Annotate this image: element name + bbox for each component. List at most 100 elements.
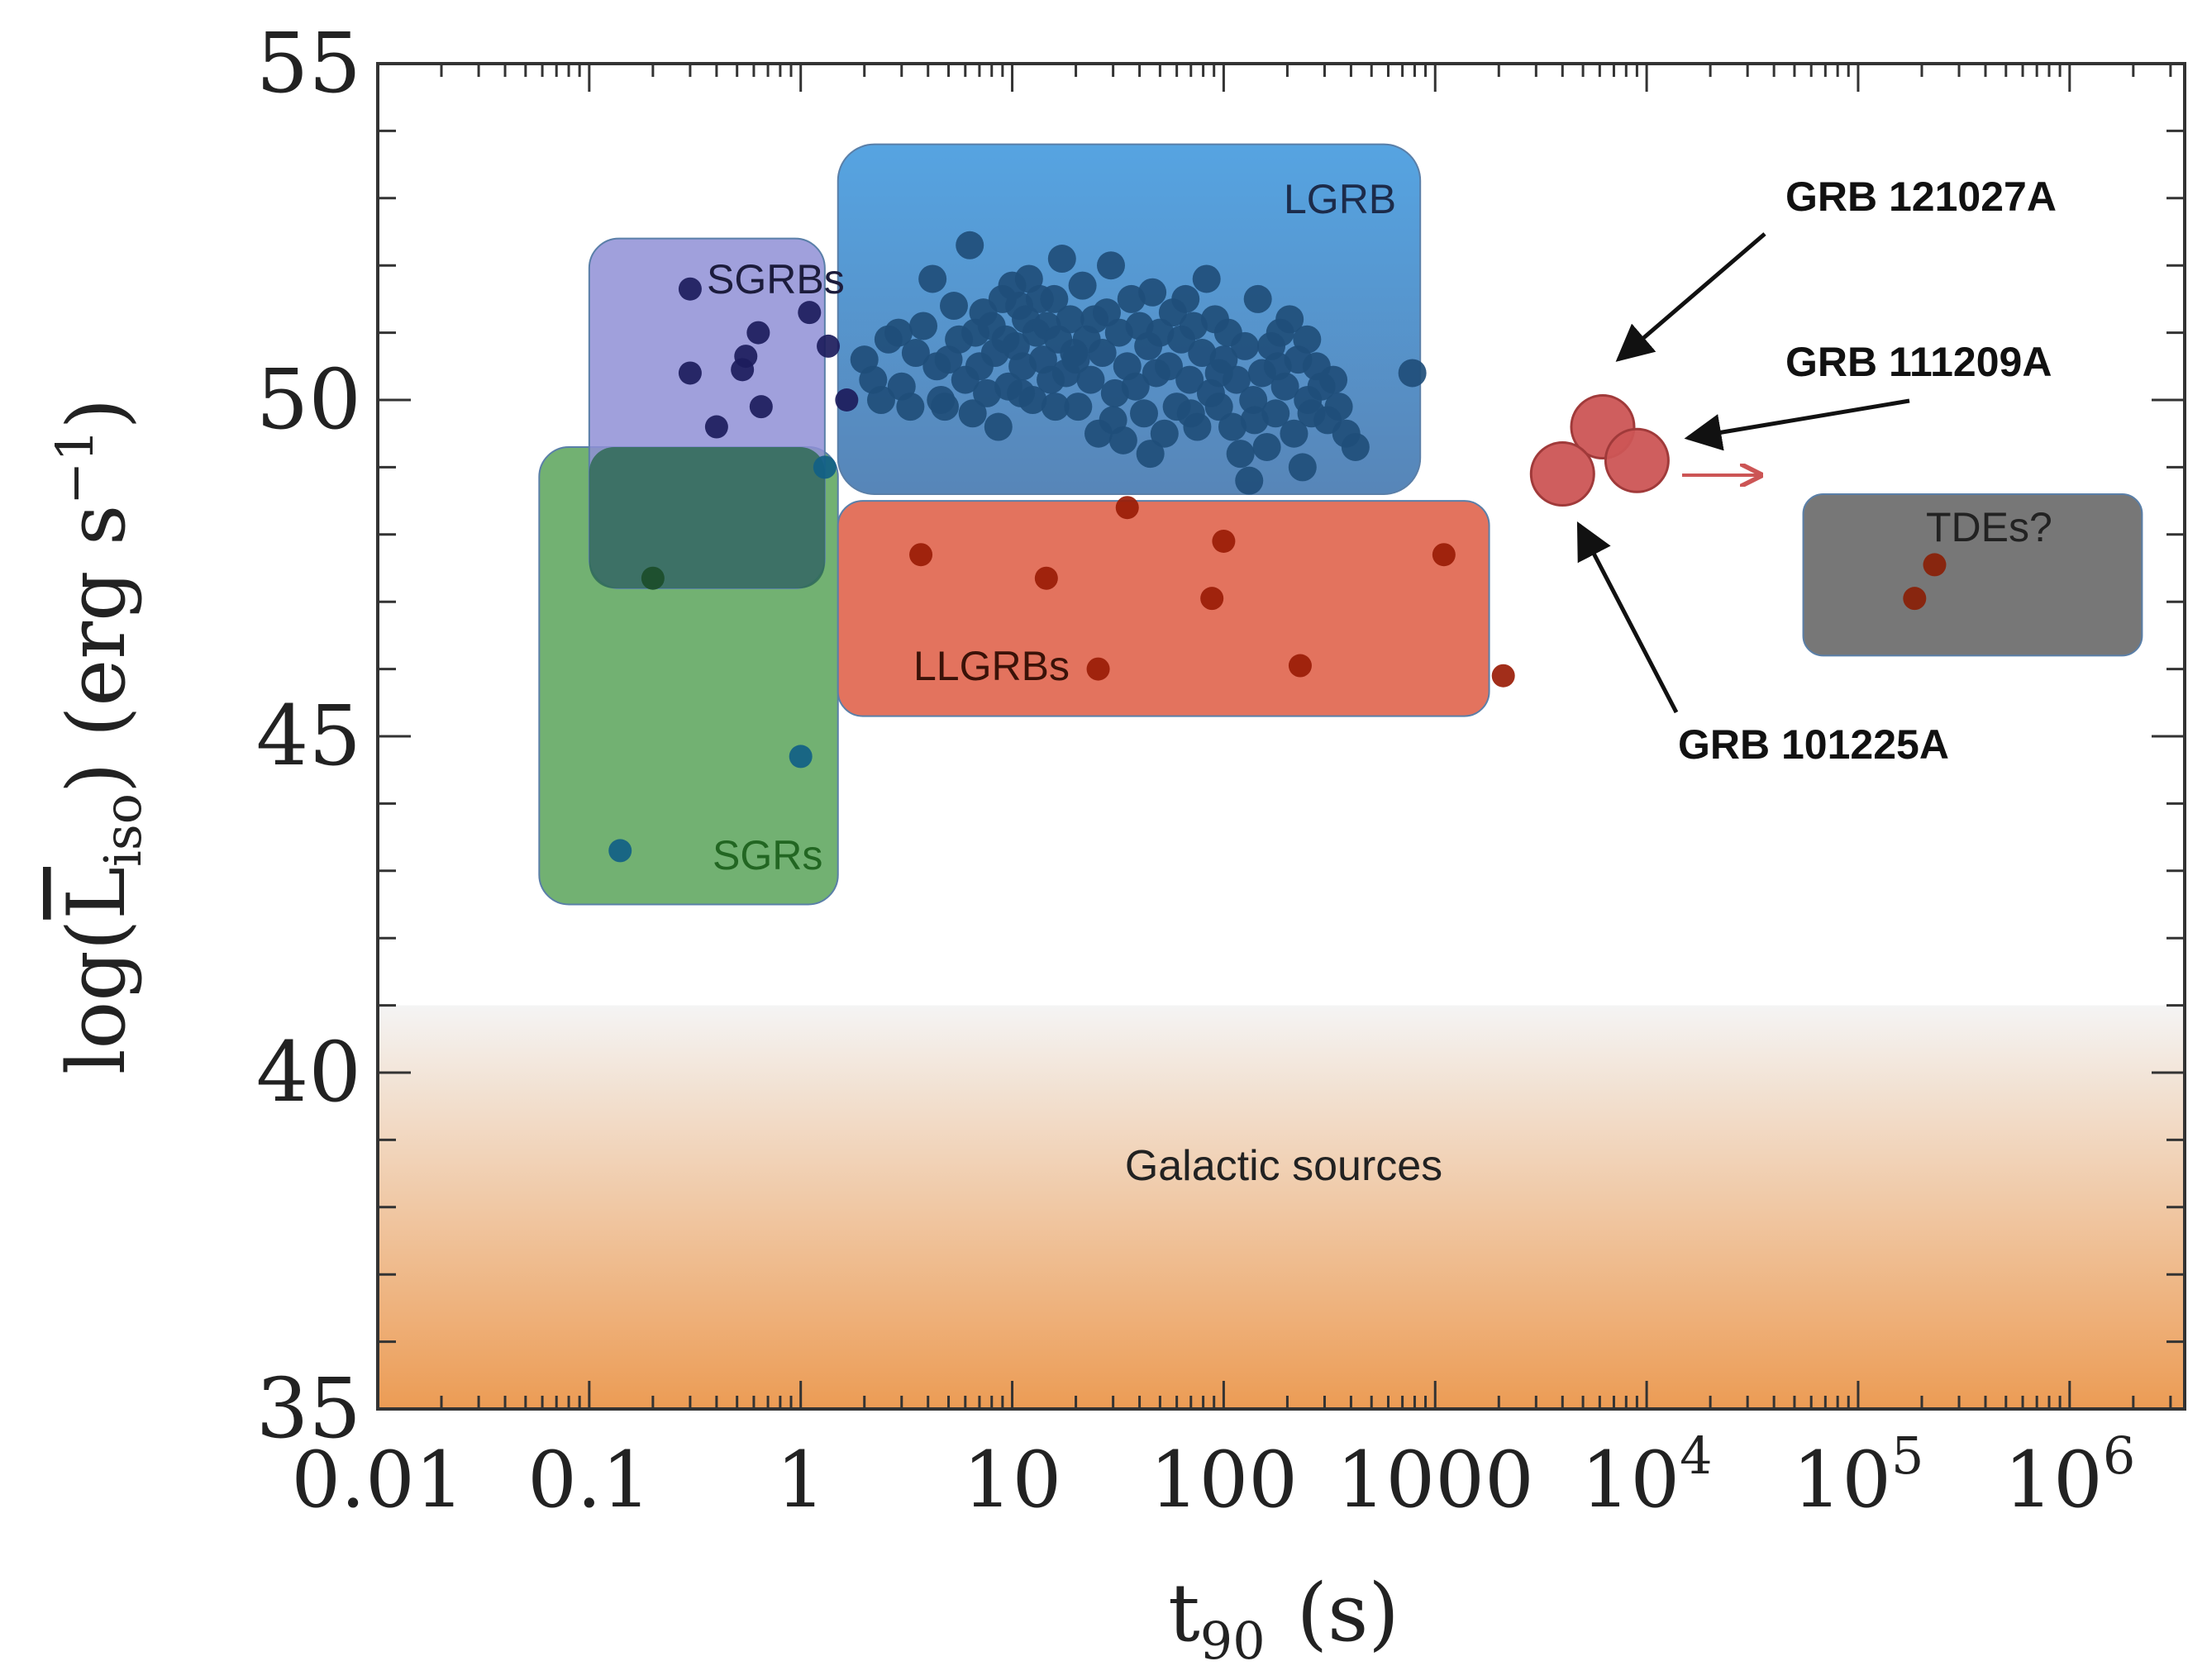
- region-tdes: [1802, 493, 2143, 657]
- point-lgrb: [1275, 305, 1304, 334]
- point-sgrbs: [704, 415, 728, 439]
- x-tick-label-base: 1000: [1337, 1435, 1534, 1525]
- point-lgrb: [973, 378, 1002, 407]
- point-lgrb: [1176, 399, 1205, 428]
- y-axis-label-exp: −1: [45, 429, 105, 504]
- point-lgrb: [918, 264, 947, 293]
- x-axis-label: t90 (s): [1168, 1567, 1399, 1671]
- point-llgrbs: [1200, 587, 1224, 611]
- point-lgrb: [1047, 245, 1076, 274]
- point-tdes: [1903, 587, 1927, 611]
- point-llgrbs: [1432, 543, 1456, 567]
- x-tick-label-base: 10: [2004, 1435, 2103, 1525]
- x-tick-label: 1: [776, 1435, 826, 1525]
- x-axis-label-unit: (s): [1297, 1567, 1399, 1659]
- point-lgrb: [1192, 264, 1221, 293]
- y-axis-label-unit: ) (erg s: [50, 505, 143, 793]
- point-lgrb: [1179, 312, 1208, 340]
- point-sgrbs: [746, 321, 770, 345]
- point-lgrb: [930, 393, 959, 421]
- point-lgrb: [1231, 331, 1260, 360]
- point-lgrb: [1096, 251, 1125, 280]
- ticks-layer: [376, 62, 2185, 1411]
- x-tick-label: 104: [1581, 1425, 1713, 1525]
- point-lgrb: [909, 312, 938, 340]
- point-lgrb: [984, 412, 1013, 441]
- x-tick-label-base: 10: [1792, 1435, 1891, 1525]
- point-grb-111209a: [1604, 427, 1670, 493]
- x-tick-label: 0.1: [527, 1435, 651, 1525]
- point-lgrb: [866, 386, 895, 414]
- point-lgrb: [956, 231, 984, 259]
- annotation-grb-101225a: GRB 101225A: [1678, 721, 1949, 768]
- point-lgrb: [901, 339, 930, 368]
- point-lgrb: [1064, 393, 1093, 421]
- point-lgrb: [1204, 393, 1233, 421]
- y-tick-label: 35: [256, 1360, 361, 1457]
- point-lgrb: [1239, 386, 1268, 414]
- point-sgrbs: [749, 395, 773, 419]
- point-lgrb: [1068, 271, 1097, 300]
- x-tick-label-base: 100: [1150, 1435, 1298, 1525]
- point-lgrb: [1154, 352, 1183, 381]
- point-lgrb: [1175, 365, 1204, 394]
- point-sgrbs: [835, 388, 859, 412]
- point-lgrb: [1150, 419, 1179, 448]
- annotation-grb-111209a: GRB 111209A: [1785, 339, 2052, 385]
- point-lgrb: [1007, 378, 1036, 407]
- y-axis-label-main: log(: [50, 920, 143, 1074]
- point-lgrb: [1319, 365, 1348, 394]
- y-tick-label: 55: [256, 15, 361, 112]
- point-lgrb: [1061, 345, 1090, 374]
- x-tick-label-exponent: 6: [2103, 1425, 2135, 1486]
- point-sgrbs: [678, 361, 702, 385]
- point-llgrbs: [909, 543, 933, 567]
- x-tick-label: 1000: [1337, 1435, 1534, 1525]
- point-lgrb: [1280, 419, 1308, 448]
- point-lgrb: [1099, 406, 1127, 435]
- region-label-lgrb: LGRB: [1284, 176, 1396, 222]
- region-label-llgrbs: LLGRBs: [913, 643, 1070, 689]
- point-lgrb: [1226, 440, 1255, 469]
- x-tick-label-base: 10: [963, 1435, 1062, 1525]
- y-tick-label: 50: [256, 351, 361, 448]
- point-lgrb: [1263, 352, 1292, 381]
- point-sgrbs: [734, 345, 758, 369]
- region-overlap-sgr-sgrb: [589, 446, 825, 588]
- x-axis-label-main: t: [1168, 1567, 1200, 1659]
- point-lgrb: [1092, 298, 1121, 327]
- annotation-arrow-grb-111209a: [1684, 398, 1910, 451]
- point-lgrb: [1240, 406, 1269, 435]
- point-lgrb: [1130, 399, 1159, 428]
- x-tick-label-base: 1: [776, 1435, 826, 1525]
- region-llgrbs: [837, 500, 1490, 717]
- point-lgrb: [1398, 359, 1427, 388]
- point-lgrb: [1204, 359, 1233, 388]
- region-label-tdes: TDEs?: [1926, 504, 2052, 550]
- point-sgrbs: [678, 277, 702, 301]
- point-llgrbs: [1086, 657, 1110, 681]
- x-tick-label-base: 0.01: [291, 1435, 464, 1525]
- y-tick-label: 40: [256, 1024, 361, 1121]
- point-lgrb: [1324, 393, 1353, 421]
- y-axis-label-close: ): [50, 398, 143, 429]
- point-sgrbs: [817, 334, 841, 358]
- point-lgrb: [1088, 339, 1117, 368]
- region-label-sgrbs: SGRBs: [707, 256, 845, 302]
- x-tick-label-base: 0.1: [527, 1435, 651, 1525]
- point-llgrbs: [1212, 529, 1236, 553]
- point-lgrb: [1252, 432, 1281, 461]
- point-lgrb: [1288, 453, 1317, 482]
- point-lgrb: [1041, 393, 1070, 421]
- point-lgrb: [1171, 284, 1200, 313]
- x-tick-label-exponent: 4: [1680, 1425, 1712, 1486]
- point-lgrb: [1056, 305, 1084, 334]
- point-lgrb: [884, 318, 913, 347]
- y-axis-label-sub: iso: [93, 793, 153, 867]
- x-tick-label-base: 10: [1581, 1435, 1680, 1525]
- point-lgrb: [1121, 372, 1150, 401]
- point-sgrs: [789, 745, 813, 769]
- region-label-sgrs: SGRs: [713, 832, 822, 878]
- x-tick-label: 100: [1150, 1435, 1298, 1525]
- point-lgrb: [1294, 386, 1323, 414]
